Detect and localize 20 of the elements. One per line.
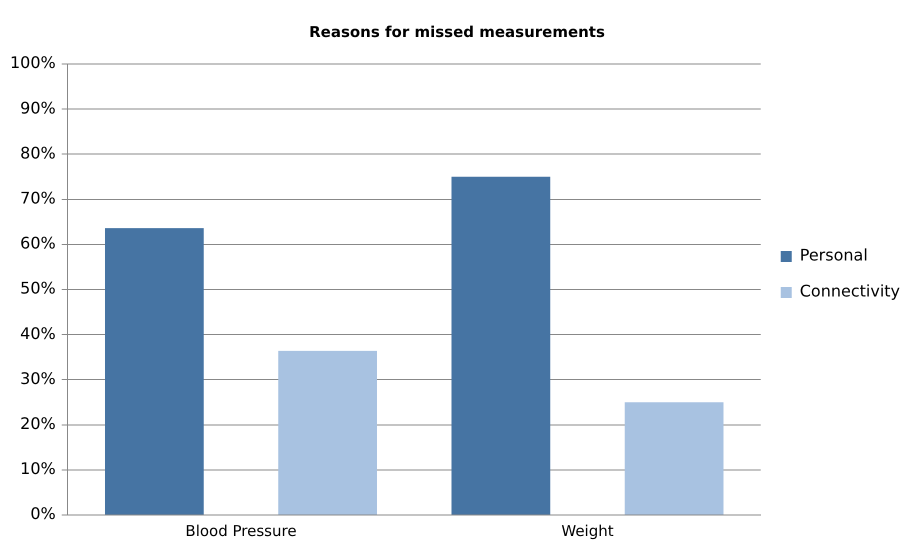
y-tick-label: 50% [20, 278, 56, 298]
y-tick-label: 0% [30, 504, 56, 524]
y-tick-label: 60% [20, 234, 56, 253]
legend-label: Connectivity [800, 282, 900, 301]
y-tick-label: 20% [20, 414, 56, 433]
y-tick-label: 40% [20, 324, 56, 343]
y-tick-label: 10% [20, 459, 56, 478]
x-tick-label: Weight [561, 522, 614, 540]
y-tick-label: 80% [20, 143, 56, 162]
chart-title: Reasons for missed measurements [309, 22, 605, 41]
y-tick-label: 90% [20, 98, 56, 118]
y-tick-label: 70% [20, 188, 56, 208]
bar [104, 228, 204, 514]
y-tick-label: 100% [10, 53, 56, 72]
bar [624, 402, 724, 514]
legend-label: Personal [800, 246, 868, 265]
bar [278, 350, 377, 514]
x-tick-label: Blood Pressure [185, 522, 297, 540]
y-tick-label: 30% [20, 368, 56, 388]
bar [451, 176, 550, 514]
